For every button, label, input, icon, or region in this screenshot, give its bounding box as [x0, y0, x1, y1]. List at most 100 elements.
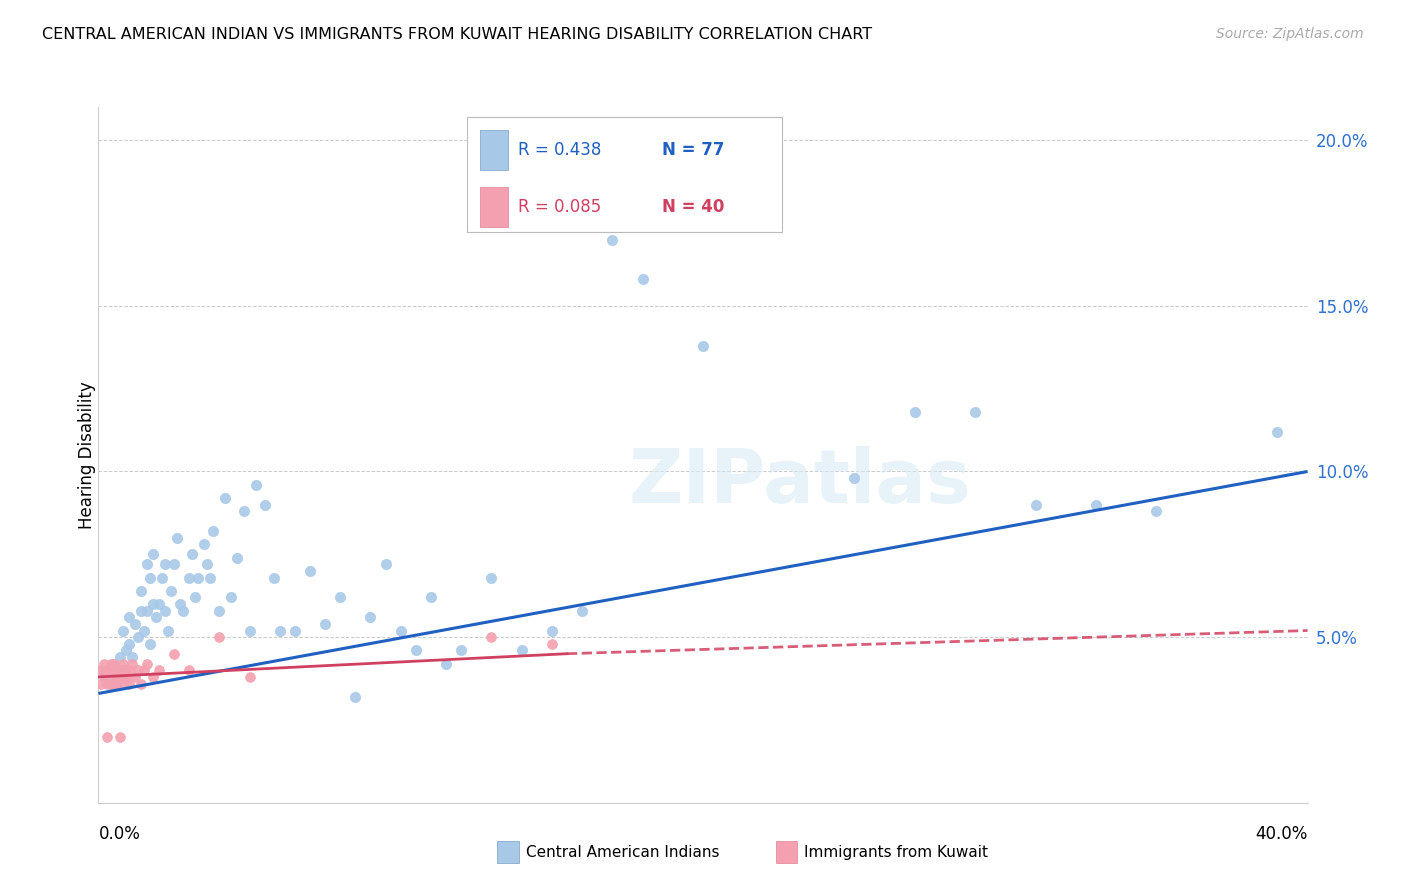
Point	[844, 471, 866, 485]
Point	[96, 663, 118, 677]
Point	[166, 531, 188, 545]
Point	[179, 663, 201, 677]
Text: ZIPatlas: ZIPatlas	[628, 446, 972, 519]
Point	[184, 591, 207, 605]
Point	[692, 338, 714, 352]
Point	[148, 663, 170, 677]
Point	[132, 663, 155, 677]
Point	[232, 504, 254, 518]
Point	[105, 670, 128, 684]
Point	[145, 610, 167, 624]
Point	[114, 643, 136, 657]
Text: N = 77: N = 77	[662, 141, 724, 159]
Point	[269, 624, 291, 638]
Text: R = 0.438: R = 0.438	[517, 141, 600, 159]
Point	[420, 591, 443, 605]
Text: 40.0%: 40.0%	[1256, 825, 1308, 843]
Point	[571, 604, 593, 618]
Point	[602, 233, 624, 247]
Point	[245, 477, 267, 491]
Point	[163, 647, 186, 661]
Point	[124, 616, 146, 631]
Point	[160, 583, 183, 598]
Point	[108, 663, 131, 677]
Point	[139, 570, 162, 584]
Point	[105, 670, 128, 684]
Point	[169, 597, 191, 611]
Point	[481, 630, 503, 644]
Point	[118, 663, 141, 677]
Point	[118, 610, 141, 624]
Point	[221, 591, 243, 605]
Point	[1267, 425, 1289, 439]
Point	[163, 558, 186, 572]
Point	[121, 657, 143, 671]
Point	[135, 604, 157, 618]
Point	[208, 604, 231, 618]
Point	[132, 624, 155, 638]
Point	[129, 676, 152, 690]
Point	[100, 663, 122, 677]
Point	[195, 558, 218, 572]
Point	[108, 730, 131, 744]
Point	[314, 616, 336, 631]
Point	[118, 676, 141, 690]
Point	[111, 624, 134, 638]
Point	[93, 657, 115, 671]
Point	[360, 610, 382, 624]
Point	[111, 657, 134, 671]
Text: Source: ZipAtlas.com: Source: ZipAtlas.com	[1216, 27, 1364, 41]
Point	[105, 676, 128, 690]
Point	[111, 663, 134, 677]
Point	[148, 597, 170, 611]
Point	[284, 624, 307, 638]
Point	[118, 637, 141, 651]
Text: 0.0%: 0.0%	[98, 825, 141, 843]
Point	[100, 657, 122, 671]
Point	[263, 570, 285, 584]
Point	[108, 670, 131, 684]
Point	[96, 676, 118, 690]
Point	[253, 498, 276, 512]
Point	[200, 570, 222, 584]
Point	[226, 550, 249, 565]
Point	[129, 583, 152, 598]
Text: Immigrants from Kuwait: Immigrants from Kuwait	[804, 846, 987, 860]
Point	[1144, 504, 1167, 518]
Point	[103, 657, 125, 671]
Point	[1085, 498, 1108, 512]
Point	[100, 676, 122, 690]
Text: Central American Indians: Central American Indians	[526, 846, 718, 860]
Point	[142, 597, 165, 611]
Point	[135, 558, 157, 572]
Point	[114, 663, 136, 677]
Point	[127, 630, 149, 644]
Point	[96, 730, 118, 744]
Point	[153, 604, 176, 618]
Point	[121, 650, 143, 665]
Point	[111, 670, 134, 684]
Point	[103, 670, 125, 684]
Point	[181, 547, 204, 561]
Point	[103, 657, 125, 671]
Point	[142, 547, 165, 561]
Point	[127, 663, 149, 677]
Y-axis label: Hearing Disability: Hearing Disability	[79, 381, 96, 529]
Point	[93, 670, 115, 684]
Point	[179, 570, 201, 584]
Point	[202, 524, 225, 538]
Point	[108, 650, 131, 665]
Point	[105, 663, 128, 677]
Point	[540, 637, 562, 651]
Point	[965, 405, 987, 419]
Point	[344, 690, 367, 704]
Point	[904, 405, 927, 419]
Point	[100, 676, 122, 690]
Point	[450, 643, 472, 657]
Point	[139, 637, 162, 651]
Point	[631, 272, 654, 286]
Point	[114, 670, 136, 684]
Point	[103, 676, 125, 690]
Point	[389, 624, 412, 638]
Point	[172, 604, 194, 618]
